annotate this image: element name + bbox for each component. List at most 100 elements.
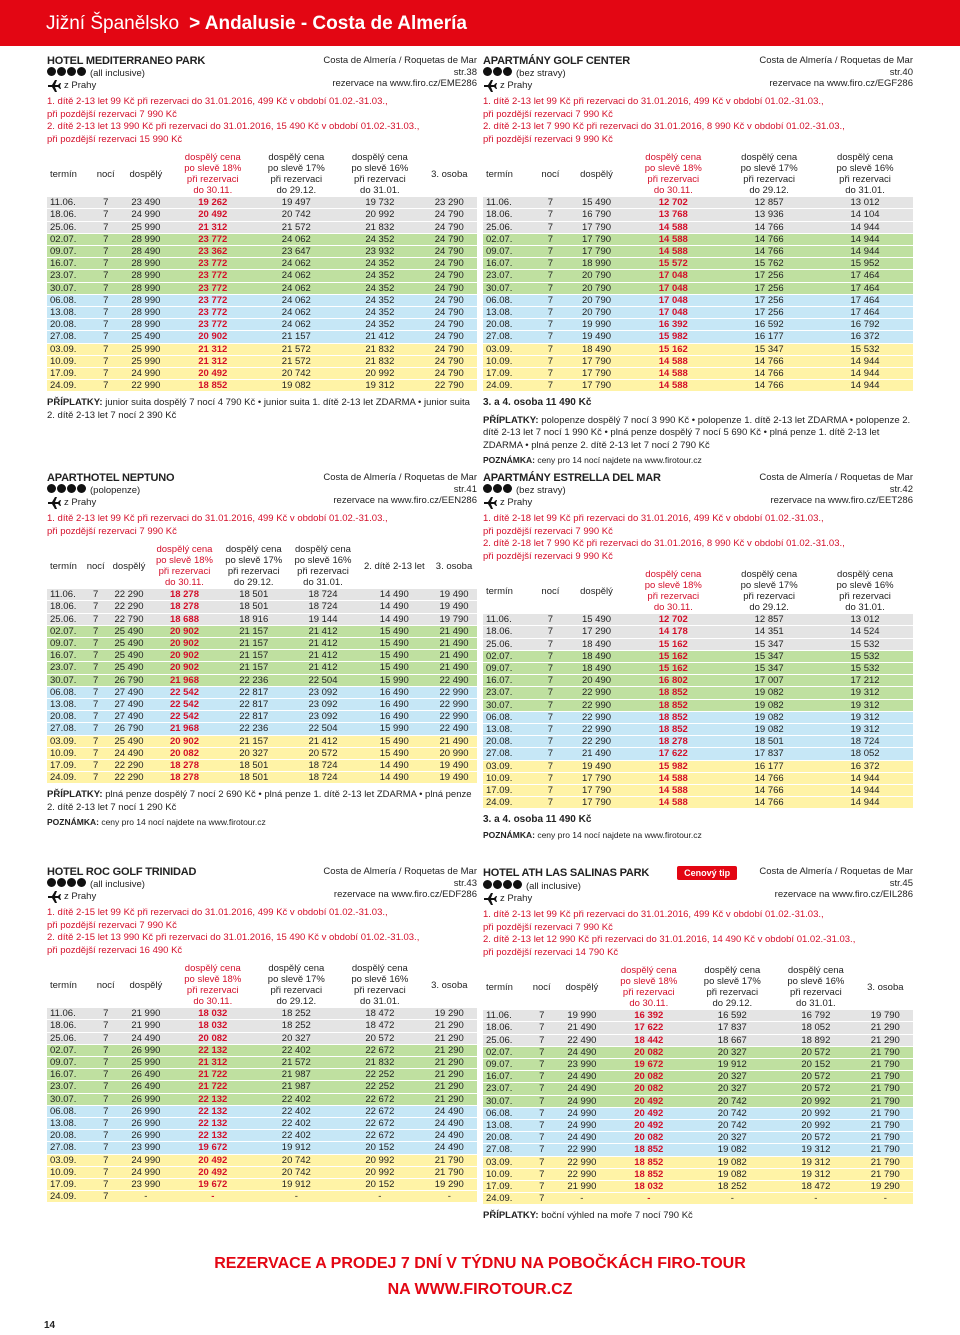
star (503, 880, 512, 889)
cell: 17 464 (817, 306, 913, 320)
price-row: 18.06. 7 21 990 18 032 18 252 18 472 21 290 (47, 1019, 477, 1033)
cell: 20 902 (149, 661, 220, 675)
plane-icon (484, 497, 497, 509)
table-head: termín nocí dospělý dospělý cena po slevě 1… (483, 964, 913, 1010)
cell: 7 (83, 710, 109, 724)
hotel-name: APARTMÁNY ESTRELLA DEL MAR (483, 472, 661, 484)
note: PŘÍPLATKY: junior suita dospělý 7 nocí 4… (47, 397, 477, 422)
cell: 09.07. (47, 245, 91, 259)
price-row: 06.08. 7 22 990 18 852 19 082 19 312 (483, 711, 913, 724)
cell: 24 490 (108, 747, 150, 760)
hotel-name: HOTEL ROC GOLF TRINIDAD (47, 866, 197, 878)
plane-icon (48, 80, 61, 92)
cell: 22 402 (254, 1117, 339, 1131)
table-head: termín nocí dospělý dospělý cena po slevě 1… (47, 962, 477, 1008)
cell: 25.06. (47, 613, 84, 626)
price-row: 02.07. 7 17 790 14 588 14 766 14 944 (483, 233, 913, 246)
cell: 24 790 (421, 367, 477, 381)
column-header: termín (50, 560, 77, 572)
cell: 20 992 (774, 1095, 858, 1108)
cell: 26 990 (120, 1105, 172, 1118)
from-line: z Prahy (47, 497, 174, 509)
hotel-head: HOTEL ATH LAS SALINAS PARK Cenový tip (all… (483, 866, 913, 905)
cell: 21 490 (431, 637, 477, 651)
cell: 25.06. (47, 1032, 91, 1045)
cell: 11.06. (47, 1008, 91, 1021)
cell: 7 (83, 747, 109, 760)
cell: 23 990 (120, 1141, 172, 1155)
cell: 7 (526, 1143, 557, 1157)
price-row: 23.07. 7 20 790 17 048 17 256 17 464 (483, 269, 913, 283)
cell: 12 857 (721, 197, 818, 210)
price-row: 25.06. 7 17 790 14 588 14 766 14 944 (483, 221, 913, 234)
price-row: 06.08. 7 26 990 22 132 22 402 22 672 24 490 (47, 1105, 477, 1118)
cell: 7 (533, 343, 568, 356)
offers: 1. dítě 2-15 let 99 Kč při rezervaci do … (47, 907, 477, 957)
price-row: 11.06. 7 21 990 18 032 18 252 18 472 19 290 (47, 1008, 477, 1021)
price-row: 09.07. 7 18 490 15 162 15 347 15 532 (483, 662, 913, 676)
catalog-page: str.43 (453, 877, 477, 889)
star (503, 484, 512, 493)
star (47, 67, 56, 76)
cell: 19 082 (721, 686, 818, 700)
price-row: 25.06. 7 18 490 15 162 15 347 15 532 (483, 638, 913, 651)
cell: 7 (83, 613, 109, 626)
cell: 22 402 (254, 1044, 339, 1057)
cell: 20 902 (149, 735, 220, 748)
location: Costa de Almería / Roquetas de Mar (323, 472, 477, 483)
offer-line: 1. dítě 2-13 let 99 Kč při rezervaci do … (483, 909, 824, 920)
cell: 11.06. (483, 614, 534, 627)
cell: 16 592 (721, 318, 818, 332)
cell: 22 672 (338, 1117, 422, 1131)
header-row: termín nocí dospělý dospělý cena po slevě 1… (47, 151, 477, 197)
board: (all inclusive) (526, 880, 581, 892)
catalog-page: str.40 (889, 66, 913, 78)
cell: 24 352 (338, 269, 422, 283)
cell: 13 012 (817, 614, 913, 627)
cell: 7 (90, 208, 121, 222)
cell: 18 724 (288, 589, 358, 602)
note-text: ceny pro 14 nocí najdete na www.firotour… (101, 817, 266, 828)
cell: 7 (90, 1019, 121, 1033)
price-row: 02.07. 7 28 990 23 772 24 062 24 352 24 790 (47, 233, 477, 246)
cell: 15 490 (567, 197, 626, 210)
cell: 16.07. (483, 674, 534, 688)
cell: 18 472 (338, 1019, 422, 1033)
offer-line: při pozdější rezervaci 7 990 Kč (483, 108, 613, 120)
cell: 18 852 (607, 1168, 691, 1181)
from: z Prahy (500, 80, 533, 91)
cell: 7 (533, 674, 568, 688)
cell: 27.08. (47, 1141, 91, 1155)
cell: 20 572 (774, 1070, 858, 1084)
cell: 13 768 (625, 208, 722, 222)
cell: 24 790 (421, 282, 477, 295)
cell: 24 490 (556, 1046, 608, 1059)
cell: 21 790 (421, 1154, 477, 1167)
cell: 18 724 (288, 600, 358, 614)
hotel-location: Costa de Almería / Roquetas de Mar str.40… (759, 55, 913, 92)
star (77, 484, 86, 493)
cell: 24 790 (421, 294, 477, 307)
cell: - (556, 1192, 608, 1206)
hotel-info: APARTHOTEL NEPTUNO (polopenze) z Prahy (47, 472, 175, 509)
cell: 24 062 (254, 282, 339, 295)
cell: 21 312 (171, 355, 255, 368)
cell: 22 490 (556, 1034, 608, 1047)
cell: 24 490 (556, 1131, 608, 1145)
cell: 20 992 (774, 1107, 858, 1120)
cell: 18 278 (625, 735, 722, 749)
table-head: termín nocí dospělý dospělý cena po slevě 1… (483, 568, 913, 614)
cell: 21 157 (219, 661, 289, 675)
note: POZNÁMKA: ceny pro 14 nocí najdete na ww… (483, 829, 913, 842)
cell: 28 490 (120, 245, 172, 259)
cell: 30.07. (47, 674, 84, 687)
cell: 18 724 (288, 759, 358, 773)
stars (47, 484, 87, 497)
cell: 16 792 (774, 1010, 858, 1023)
column-header: dospělý cena po slevě 17% při rezervaci … (267, 152, 325, 196)
cell: 19 312 (817, 699, 913, 712)
cell: 15 532 (817, 662, 913, 676)
offers: 1. dítě 2-18 let 99 Kč při rezervaci do … (483, 513, 913, 563)
star (77, 878, 86, 887)
board: (bez stravy) (516, 484, 566, 496)
